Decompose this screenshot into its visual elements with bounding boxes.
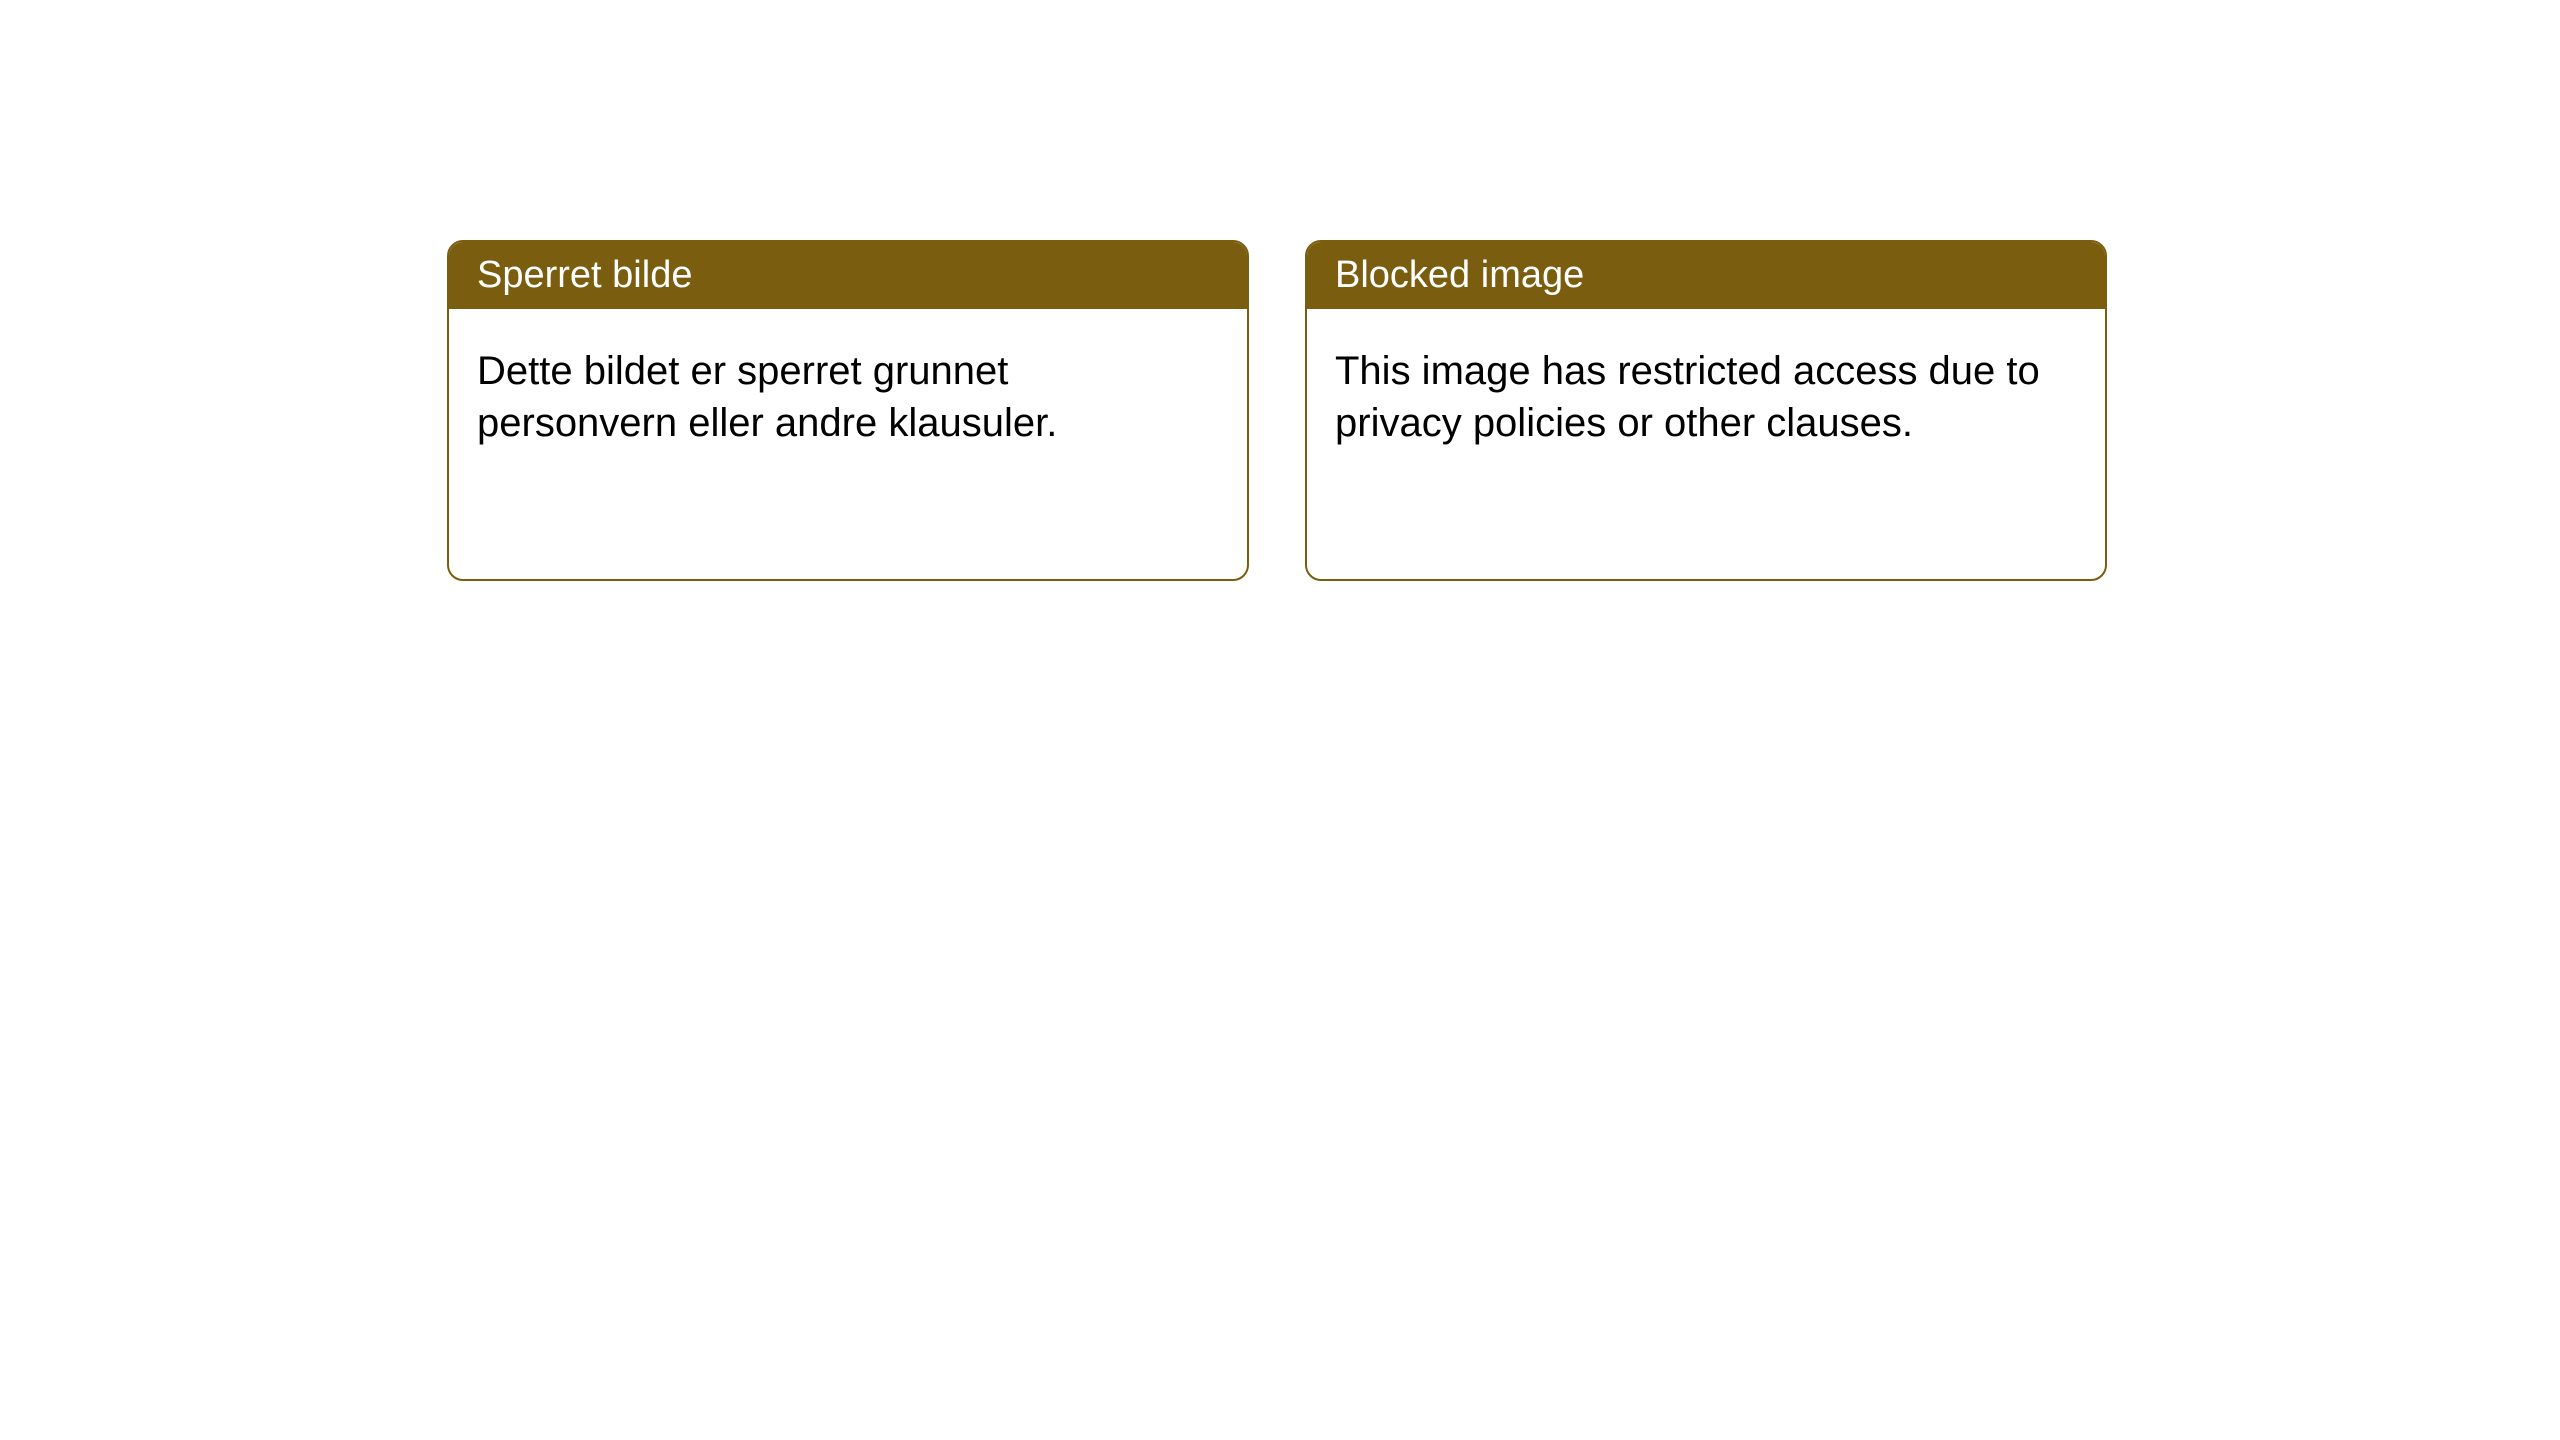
notice-title: Blocked image [1335, 254, 1584, 296]
notice-container: Sperret bilde Dette bildet er sperret gr… [447, 240, 2107, 581]
notice-body: Dette bildet er sperret grunnet personve… [449, 309, 1247, 579]
notice-card-norwegian: Sperret bilde Dette bildet er sperret gr… [447, 240, 1249, 581]
notice-title: Sperret bilde [477, 254, 692, 296]
notice-header: Sperret bilde [449, 242, 1247, 309]
notice-body-text: Dette bildet er sperret grunnet personve… [477, 349, 1057, 445]
notice-body-text: This image has restricted access due to … [1335, 349, 2040, 445]
notice-body: This image has restricted access due to … [1307, 309, 2105, 579]
notice-card-english: Blocked image This image has restricted … [1305, 240, 2107, 581]
notice-header: Blocked image [1307, 242, 2105, 309]
